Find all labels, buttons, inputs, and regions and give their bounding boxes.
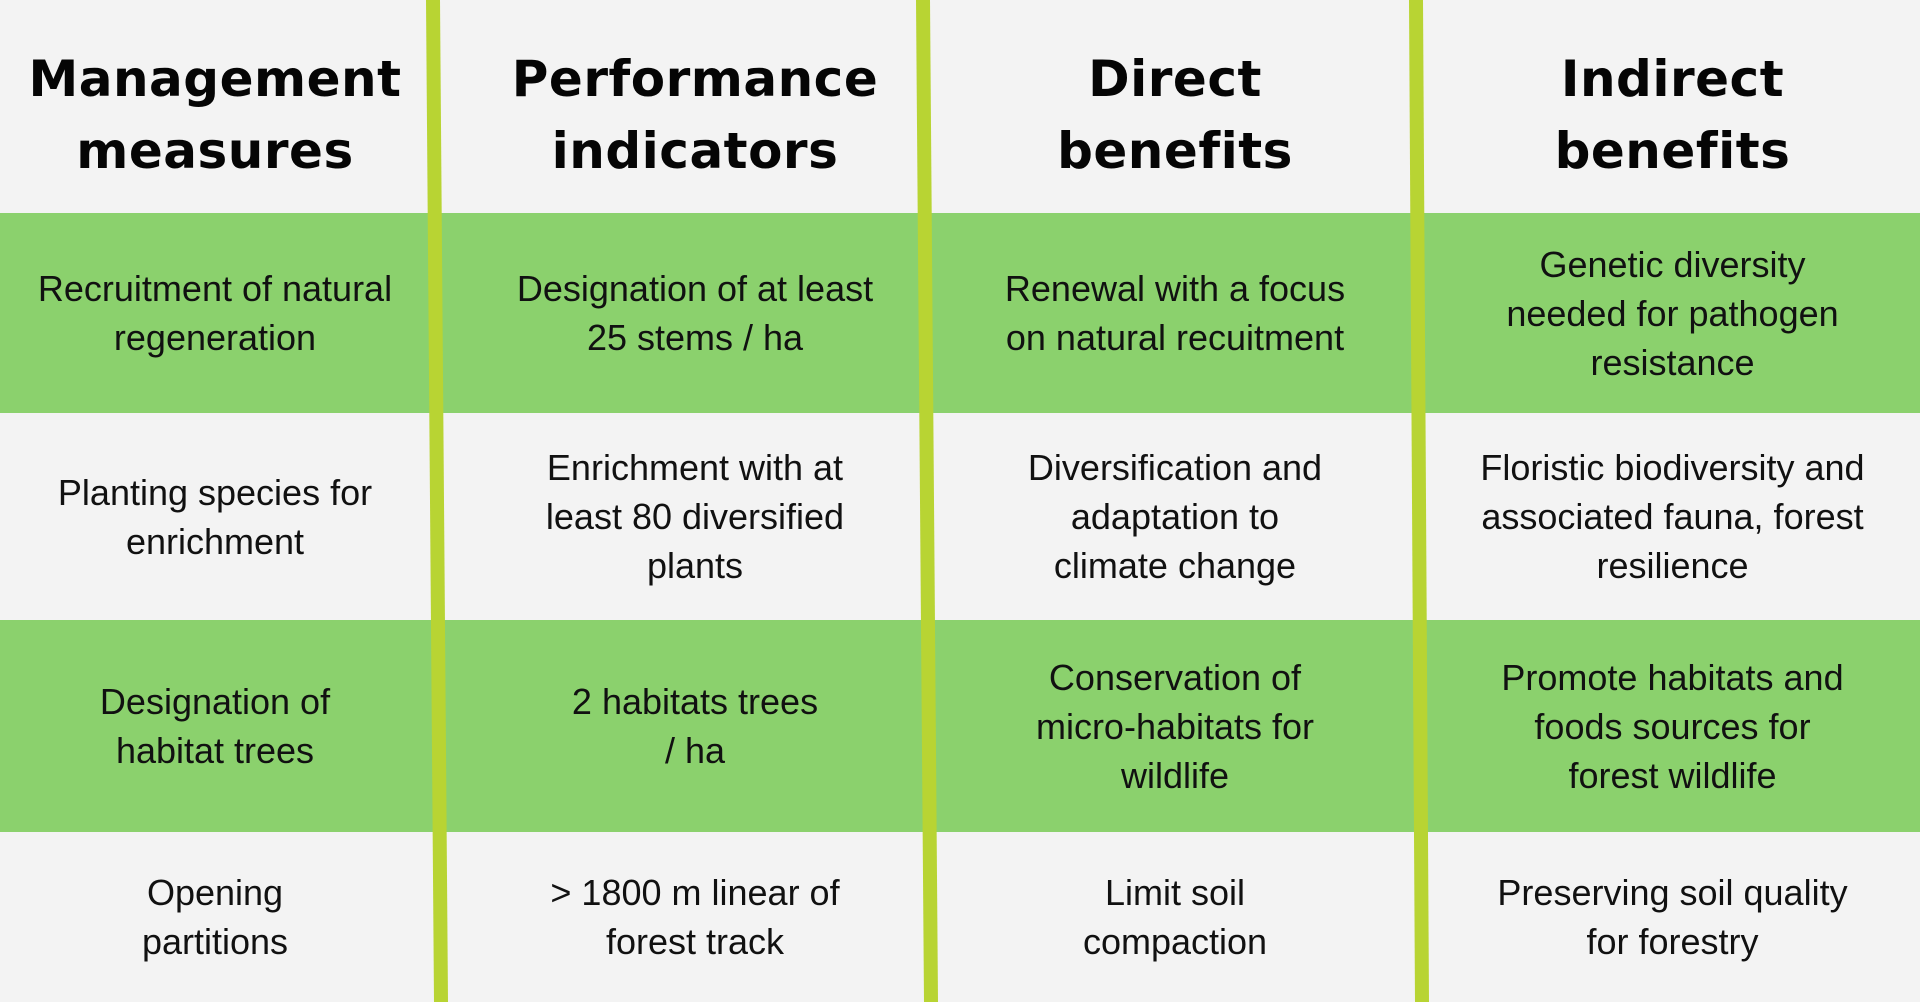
divider-line-1: [426, 0, 448, 1002]
row-3-background: [0, 620, 1920, 832]
table-cell: Limit soil compaction: [1082, 872, 1268, 962]
header-performance-indicators: Performance indicators: [511, 50, 879, 180]
header-direct-benefits: Direct benefits: [1057, 50, 1293, 180]
table-cell: Opening partitions: [141, 872, 289, 962]
table-cell: Promote habitats and foods sources for f…: [1501, 656, 1844, 796]
table-cell: 2 habitats trees / ha: [571, 681, 819, 771]
table-cell: Recruitment of natural regeneration: [37, 268, 393, 358]
header-management-measures: Management measures: [28, 50, 402, 180]
table-cell: Designation of habitat trees: [99, 681, 331, 771]
table-cell: Planting species for enrichment: [57, 471, 373, 562]
row-1-background: [0, 213, 1920, 413]
table-cell: Floristic biodiversity and associated fa…: [1480, 447, 1865, 586]
table-cell: Renewal with a focus on natural recuitme…: [1004, 268, 1346, 358]
table-cell: Diversification and adaptation to climat…: [1027, 447, 1323, 586]
table-cell: > 1800 m linear of forest track: [550, 872, 840, 962]
table-cell: Preserving soil quality for forestry: [1497, 872, 1848, 962]
table-cell: Enrichment with at least 80 diversified …: [545, 447, 845, 586]
table-cell: Conservation of micro-habitats for wildl…: [1035, 656, 1315, 796]
table-cell: Genetic diversity needed for pathogen re…: [1506, 243, 1839, 383]
table-cell: Designation of at least 25 stems / ha: [516, 268, 874, 358]
header-indirect-benefits: Indirect benefits: [1554, 50, 1791, 180]
